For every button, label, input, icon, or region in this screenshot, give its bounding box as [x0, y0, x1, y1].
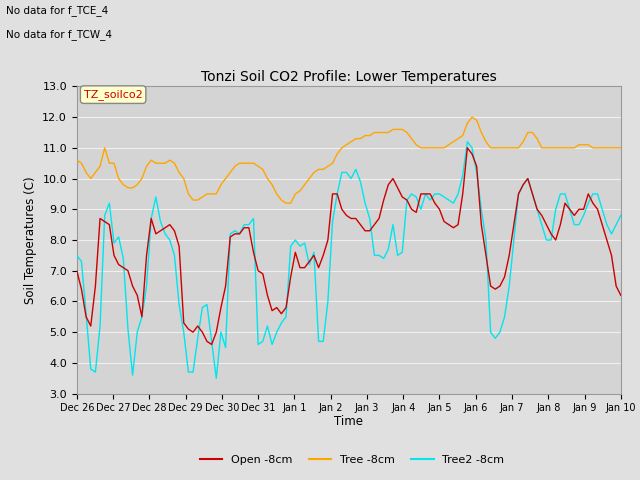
- Text: No data for f_TCW_4: No data for f_TCW_4: [6, 29, 113, 40]
- Y-axis label: Soil Temperatures (C): Soil Temperatures (C): [24, 176, 36, 304]
- Title: Tonzi Soil CO2 Profile: Lower Temperatures: Tonzi Soil CO2 Profile: Lower Temperatur…: [201, 70, 497, 84]
- Legend: Open -8cm, Tree -8cm, Tree2 -8cm: Open -8cm, Tree -8cm, Tree2 -8cm: [195, 451, 509, 469]
- Text: No data for f_TCE_4: No data for f_TCE_4: [6, 5, 109, 16]
- X-axis label: Time: Time: [334, 415, 364, 428]
- Text: TZ_soilco2: TZ_soilco2: [84, 89, 143, 100]
